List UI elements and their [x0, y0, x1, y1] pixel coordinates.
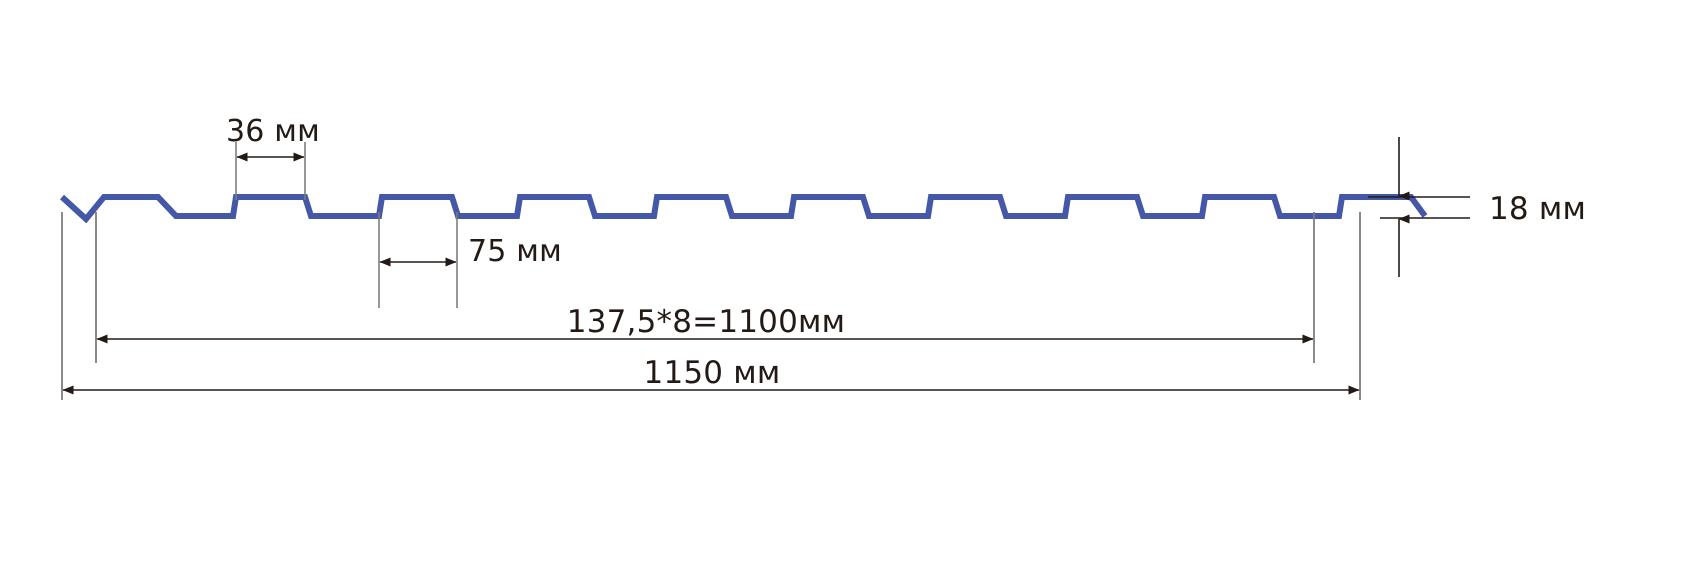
dimension-18mm-group: 18 мм: [1368, 137, 1586, 277]
dimension-75mm-group: 75 мм: [378, 212, 562, 308]
dimension-label-36mm: 36 мм: [226, 114, 320, 149]
dimension-1150mm-group: 1150 мм: [61, 212, 1361, 400]
dimension-1100mm-group: 137,5*8=1100мм: [95, 212, 1315, 363]
sheet-profile-group: [59, 194, 1428, 224]
dimension-label-1100mm: 137,5*8=1100мм: [567, 304, 845, 340]
dimension-label-18mm: 18 мм: [1489, 191, 1586, 227]
sheet-profile-path: [59, 194, 1428, 224]
dimension-label-1150mm: 1150 мм: [644, 355, 781, 391]
dimension-label-75mm: 75 мм: [468, 234, 562, 269]
dimension-36mm-group: 36 мм: [226, 114, 320, 200]
